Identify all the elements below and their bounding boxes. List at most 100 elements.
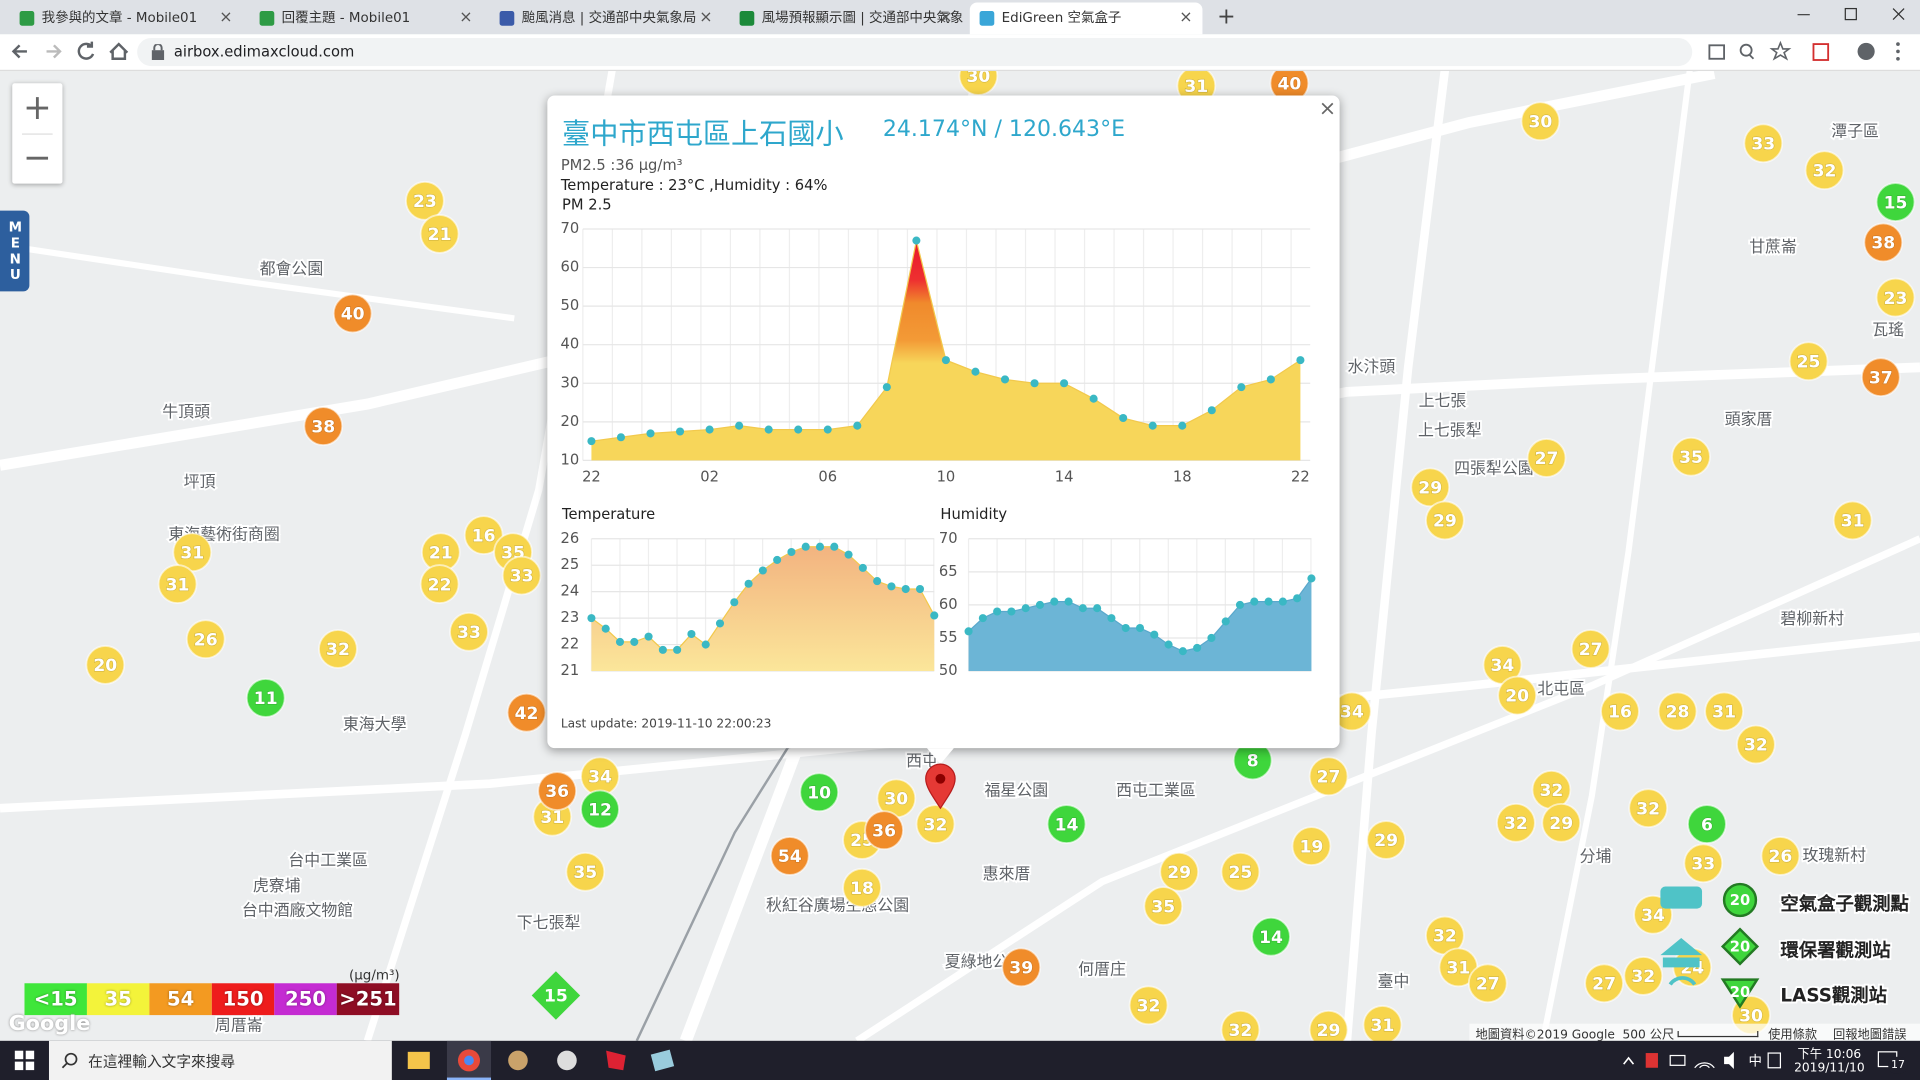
marker[interactable] (1308, 1009, 1349, 1041)
tab[interactable]: 颱風消息 | 交通部中央氣象局 × (490, 2, 723, 34)
marker[interactable] (958, 69, 999, 96)
marker[interactable] (1220, 851, 1261, 892)
marker[interactable] (565, 851, 606, 892)
marker[interactable] (1875, 182, 1916, 222)
marker[interactable] (501, 555, 542, 596)
tab[interactable]: 我參與的文章 - Mobile01 × (10, 2, 243, 34)
point (658, 645, 667, 654)
marker[interactable] (463, 515, 504, 556)
marker[interactable] (915, 804, 956, 844)
close[interactable]: × (1318, 96, 1337, 122)
new-tab[interactable]: + (1217, 3, 1236, 30)
marker[interactable] (769, 836, 810, 876)
marker[interactable] (1362, 1005, 1403, 1041)
marker[interactable] (1366, 820, 1407, 860)
marker[interactable] (506, 692, 547, 733)
marker[interactable] (332, 293, 373, 334)
marker[interactable] (1600, 691, 1640, 732)
marker[interactable] (1804, 150, 1845, 191)
marker[interactable] (1308, 756, 1349, 797)
marker[interactable] (157, 564, 198, 604)
menu-button[interactable]: MENU (0, 210, 30, 292)
marker[interactable] (799, 772, 840, 813)
marker[interactable] (449, 611, 489, 652)
start-button[interactable] (14, 1050, 35, 1071)
marker[interactable] (1736, 724, 1776, 765)
marker[interactable] (1875, 277, 1916, 318)
zoom-in[interactable]: + (22, 86, 52, 128)
pinned-apps[interactable] (398, 1040, 692, 1080)
marker[interactable] (537, 771, 578, 811)
marker-value: 33 (1751, 134, 1775, 154)
home[interactable] (109, 42, 129, 60)
place-label: 下七張犁 (517, 913, 581, 932)
marker[interactable] (1467, 963, 1508, 1004)
marker[interactable] (1683, 843, 1724, 884)
marker[interactable] (419, 564, 460, 604)
marker[interactable] (245, 678, 286, 718)
y-tick-label: 20 (560, 413, 579, 430)
marker[interactable] (185, 619, 226, 660)
forward[interactable] (46, 44, 62, 59)
tab[interactable]: 風場預報顯示圖 | 交通部中央氣象局 × (730, 2, 962, 34)
back[interactable] (11, 44, 27, 59)
marker[interactable] (1671, 436, 1711, 477)
marker[interactable] (1001, 947, 1042, 988)
marker[interactable] (842, 867, 882, 908)
marker[interactable] (1541, 802, 1582, 843)
marker[interactable] (1497, 675, 1538, 716)
tab-close[interactable]: × (219, 8, 233, 27)
marker[interactable] (1251, 916, 1291, 957)
terms[interactable]: 使用條款 (1768, 1028, 1818, 1043)
marker[interactable] (1220, 1009, 1261, 1041)
marker[interactable] (303, 406, 344, 447)
marker[interactable] (1623, 956, 1664, 996)
marker[interactable] (1425, 500, 1465, 541)
marker[interactable] (1704, 691, 1744, 732)
marker[interactable] (405, 180, 445, 221)
y-tick-label: 50 (939, 662, 958, 679)
marker[interactable] (1657, 691, 1698, 732)
marker[interactable] (318, 629, 358, 669)
marker[interactable] (1584, 963, 1624, 1004)
marker[interactable] (1291, 826, 1332, 867)
marker[interactable] (1520, 101, 1561, 142)
marker[interactable] (1410, 467, 1451, 508)
marker[interactable] (1570, 629, 1611, 669)
marker[interactable] (1760, 836, 1801, 876)
marker[interactable] (419, 213, 460, 254)
marker[interactable] (1687, 804, 1727, 844)
omnibox[interactable]: airbox.edimaxcloud.com (137, 37, 1693, 67)
point (1035, 600, 1045, 609)
marker[interactable] (580, 789, 620, 830)
marker[interactable] (1526, 438, 1567, 478)
tab-close[interactable]: × (939, 8, 953, 27)
marker[interactable] (1496, 802, 1536, 843)
tab[interactable]: EdiGreen 空氣盒子 × (969, 2, 1203, 35)
report[interactable]: 回報地圖錯誤 (1833, 1028, 1907, 1043)
marker[interactable] (1046, 804, 1087, 844)
marker-value: 20 (93, 656, 117, 676)
marker[interactable] (864, 810, 904, 851)
reload[interactable] (77, 41, 95, 60)
search-box[interactable]: 在這裡輸入文字來搜尋 (48, 1040, 392, 1080)
marker[interactable] (1860, 357, 1901, 398)
marker[interactable] (85, 645, 126, 685)
marker[interactable] (1788, 341, 1829, 382)
marker[interactable] (1863, 222, 1904, 263)
markers[interactable]: 30 31 30 33 32 23 25 23 21 31 31 26 20 32 21 16 35 33 22 33… (85, 69, 1916, 1041)
station-marker[interactable] (531, 971, 581, 1020)
zoom-out[interactable]: − (22, 137, 52, 178)
marker[interactable] (1143, 886, 1184, 927)
tab-close[interactable]: × (1179, 8, 1193, 27)
tab-close[interactable]: × (459, 8, 473, 27)
tab[interactable]: 回覆主題 - Mobile01 × (250, 2, 483, 34)
marker[interactable] (1159, 851, 1200, 892)
tab-close[interactable]: × (699, 8, 713, 27)
nav-buttons[interactable] (0, 34, 135, 70)
marker[interactable] (1743, 123, 1784, 164)
url[interactable]: airbox.edimaxcloud.com (173, 42, 355, 60)
marker[interactable] (1128, 985, 1169, 1026)
marker[interactable] (1628, 788, 1669, 829)
marker[interactable] (1832, 500, 1873, 541)
